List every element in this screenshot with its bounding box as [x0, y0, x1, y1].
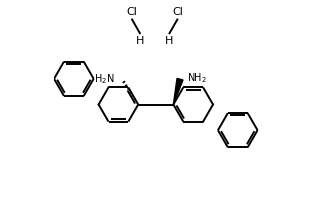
Text: Cl: Cl [126, 7, 137, 16]
Text: H$_2$N: H$_2$N [94, 72, 114, 86]
Text: H: H [165, 36, 173, 46]
Text: H: H [136, 36, 145, 46]
Polygon shape [173, 78, 183, 104]
Text: NH$_2$: NH$_2$ [187, 71, 207, 85]
Text: Cl: Cl [172, 7, 183, 16]
